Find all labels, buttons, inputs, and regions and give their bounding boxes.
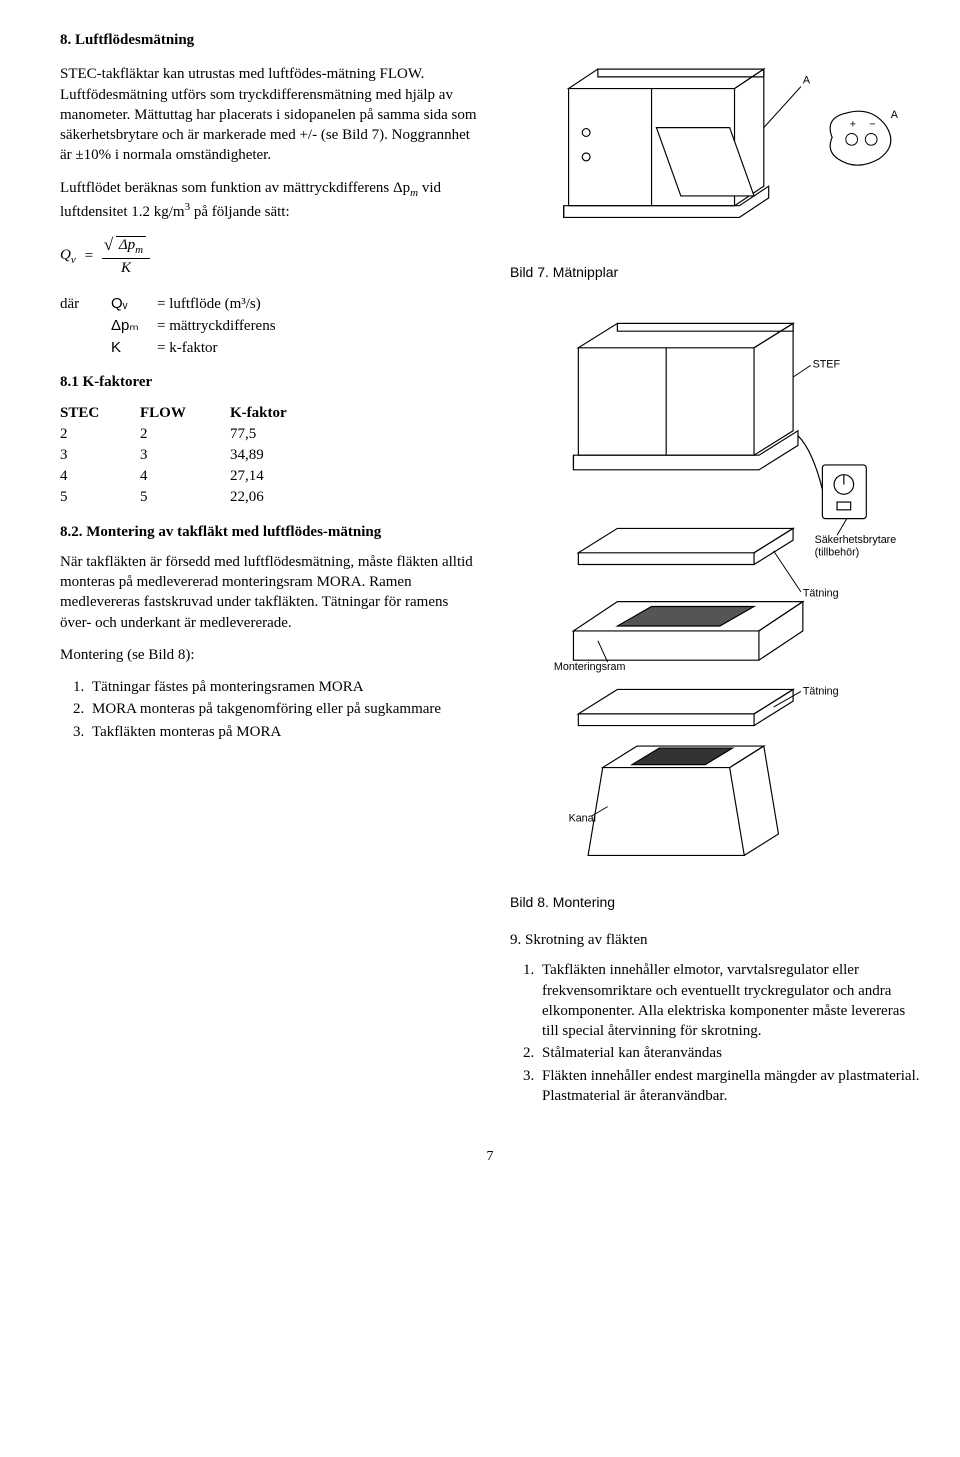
fig8-label-sakerhets: Säkerhetsbrytare [815,534,897,546]
page-number: 7 [60,1148,920,1167]
svg-text:−: − [869,119,875,131]
figure-7: A + − A [510,30,920,255]
table-row: 2277,5 [60,424,480,445]
figure-8: STEF Säkerhetsbrytare (tillbehör) Tätnin… [510,299,920,885]
variable-definitions: där Qᵥ = luftflöde (m³/s) Δpₘ = mättryck… [60,294,480,359]
section-8-p1: STEC-takfläktar kan utrustas med luftföd… [60,64,480,165]
section-82-p2: Montering (se Bild 8): [60,645,480,665]
figure-7-caption: Bild 7. Mätnipplar [510,263,920,282]
section-8-p2: Luftflödet beräknas som funktion av mätt… [60,178,480,223]
list-item: Stålmaterial kan återanvändas [538,1043,920,1063]
fig8-label-kanal: Kanal [569,813,596,825]
fig8-label-stef: STEF [813,359,841,371]
list-item: Takfläkten innehåller elmotor, varvtalsr… [538,960,920,1041]
svg-text:+: + [850,119,856,131]
k-factor-table: STEC FLOW K-faktor 2277,5 3334,89 4427,1… [60,403,480,508]
fig7-label-a-detail: A [891,109,899,121]
table-row: 5522,06 [60,487,480,508]
section-8-title: 8. Luftflödesmätning [60,30,480,50]
mounting-steps: Tätningar fästes på monteringsramen MORA… [88,677,480,742]
svg-text:(tillbehör): (tillbehör) [815,547,860,559]
fig8-label-montram: Monteringsram [554,661,626,673]
table-row: 4427,14 [60,466,480,487]
list-item: MORA monteras på takgenomföring eller på… [88,699,480,719]
section-82-p1: När takfläkten är försedd med luftflödes… [60,552,480,633]
list-item: Fläkten innehåller endest marginella män… [538,1066,920,1107]
fig7-label-a-right: A [803,75,811,87]
fig8-label-tatning2: Tätning [803,686,839,698]
section-9-title: 9. Skrotning av fläkten [510,930,920,950]
formula-qv: Qv = Δpm K [60,237,480,276]
figure-8-caption: Bild 8. Montering [510,893,920,912]
scrapping-steps: Takfläkten innehåller elmotor, varvtalsr… [538,960,920,1106]
list-item: Tätningar fästes på monteringsramen MORA [88,677,480,697]
fig8-label-tatning1: Tätning [803,588,839,600]
list-item: Takfläkten monteras på MORA [88,722,480,742]
section-82-title: 8.2. Montering av takfläkt med luftflöde… [60,522,480,542]
section-81-title: 8.1 K-faktorer [60,372,480,392]
table-row: 3334,89 [60,445,480,466]
